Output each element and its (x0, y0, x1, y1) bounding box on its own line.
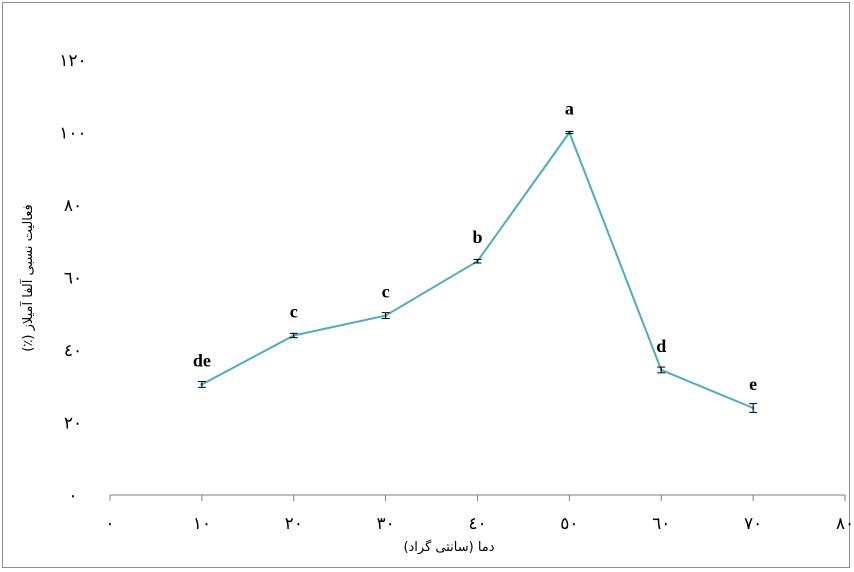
error-bars (197, 130, 758, 413)
error-bar (749, 403, 758, 413)
error-bar (565, 130, 574, 135)
data-label: de (193, 350, 211, 370)
error-bar (473, 258, 482, 264)
y-tick-label: ٢٠ (64, 414, 82, 434)
x-tick-label: ٦٠ (652, 514, 670, 534)
series-line (201, 131, 754, 409)
y-tick-label: ٦٠ (64, 269, 82, 289)
x-tick-label: ٠ (105, 514, 114, 534)
series-layer (200, 131, 755, 410)
x-tick-label: ٤٠ (468, 514, 486, 534)
error-bar (657, 366, 666, 374)
x-tick-label: ٥٠ (560, 514, 578, 534)
x-tick-label: ٨٠ (836, 514, 854, 534)
data-label: c (382, 282, 390, 302)
y-tick-label: ١٠٠ (59, 124, 86, 144)
y-tick-label: ٨٠ (64, 196, 82, 216)
x-axis-title: دما (سانتی گراد) (403, 539, 494, 555)
x-tick-label: ٣٠ (376, 514, 394, 534)
error-bar (381, 312, 390, 319)
data-label: e (749, 374, 757, 394)
x-tick-label: ٧٠ (744, 514, 762, 534)
x-axis-ticks: ٠ ١٠ ٢٠ ٣٠ ٤٠ ٥٠ ٦٠ ٧٠ ٨٠ (105, 495, 854, 534)
data-label: d (656, 336, 666, 356)
data-label: c (290, 302, 298, 322)
x-tick-label: ١٠ (193, 514, 211, 534)
y-tick-label: ١٢٠ (59, 51, 86, 71)
y-axis-title: فعالیت نسبی آلفا آمیلاز (٪) (19, 204, 36, 351)
data-label: b (472, 227, 482, 247)
data-label: a (565, 99, 574, 119)
y-axis-ticks: ٠ ٢٠ ٤٠ ٦٠ ٨٠ ١٠٠ ١٢٠ (59, 51, 86, 506)
y-tick-label: ٤٠ (64, 341, 82, 361)
error-bar (289, 332, 298, 339)
x-tick-label: ٢٠ (285, 514, 303, 534)
error-bar (197, 381, 206, 388)
y-tick-label: ٠ (68, 486, 77, 506)
